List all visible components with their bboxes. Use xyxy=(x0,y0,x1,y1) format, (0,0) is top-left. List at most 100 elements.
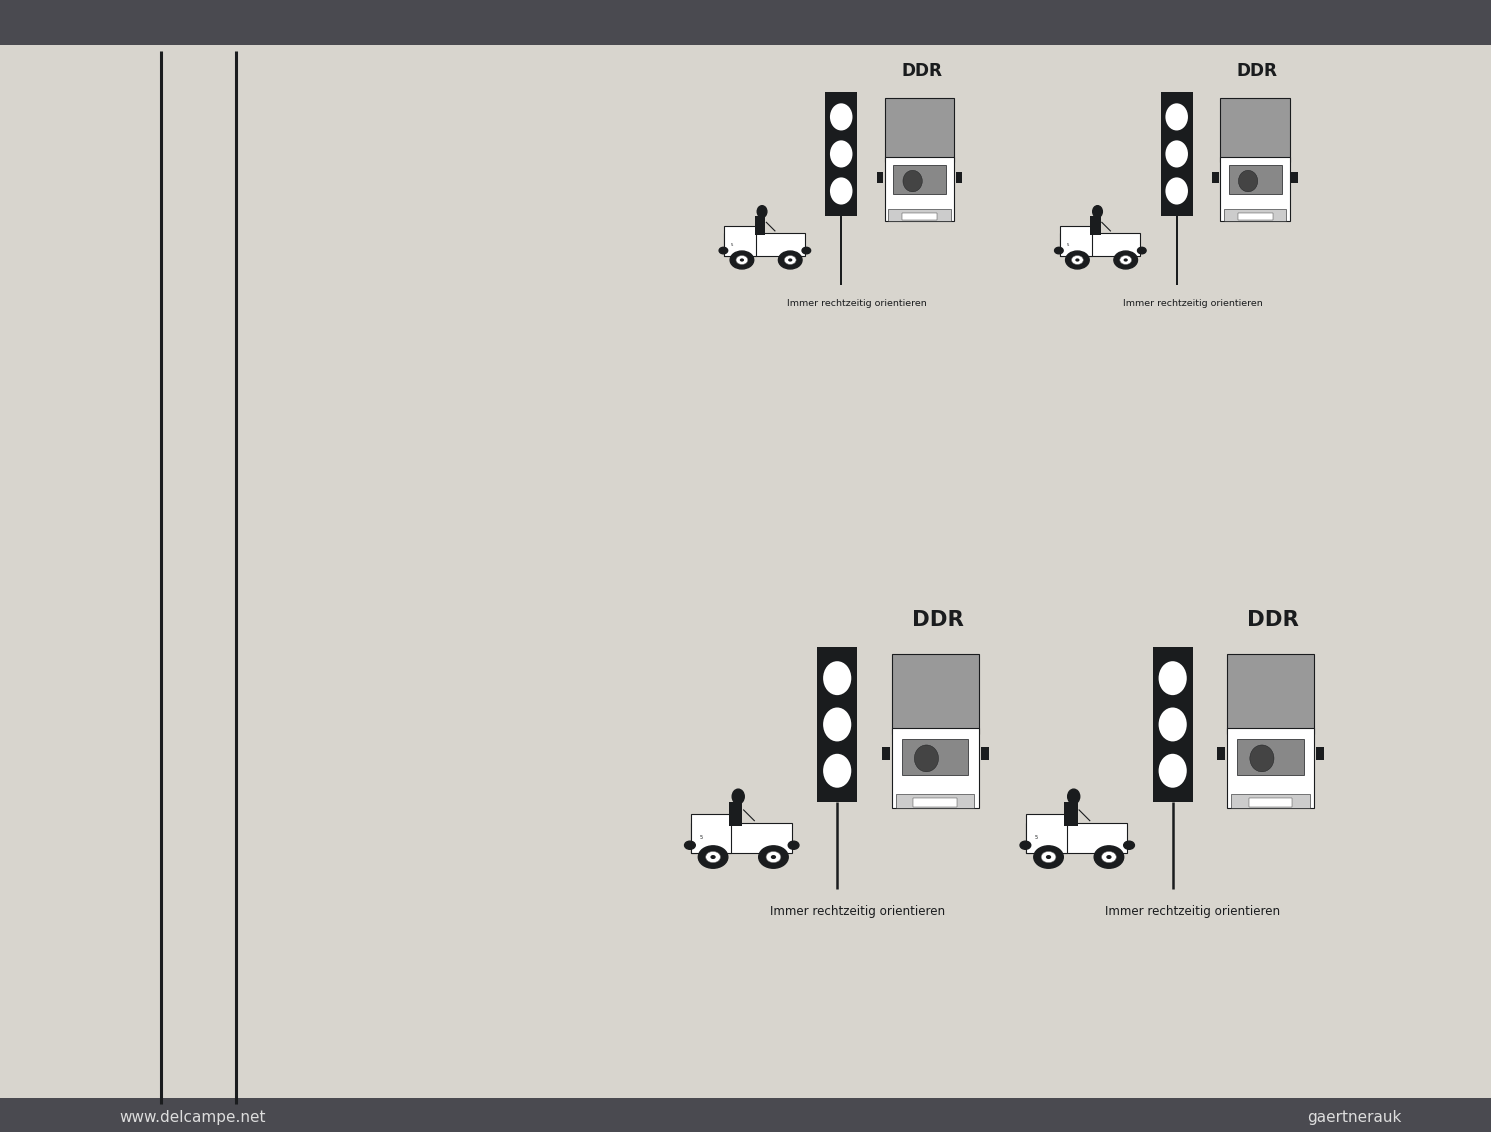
Bar xyxy=(1291,172,1297,182)
Circle shape xyxy=(789,841,799,849)
Bar xyxy=(1060,233,1141,257)
Circle shape xyxy=(1075,258,1079,261)
Bar xyxy=(902,738,968,774)
Bar xyxy=(729,801,743,826)
Ellipse shape xyxy=(830,103,853,130)
Bar xyxy=(892,654,978,735)
Circle shape xyxy=(771,855,777,859)
Circle shape xyxy=(1041,851,1056,863)
Circle shape xyxy=(778,251,802,269)
Bar xyxy=(817,648,857,801)
Bar xyxy=(881,747,890,761)
Bar xyxy=(956,172,962,182)
Ellipse shape xyxy=(823,754,851,788)
Bar xyxy=(1249,798,1293,807)
Text: DDR: DDR xyxy=(1236,62,1278,79)
Bar xyxy=(1227,654,1314,735)
Bar xyxy=(1026,823,1127,852)
Circle shape xyxy=(705,851,720,863)
Bar xyxy=(884,157,954,221)
Bar xyxy=(1220,157,1290,221)
Circle shape xyxy=(1054,247,1063,254)
Text: 5: 5 xyxy=(1066,242,1069,247)
Text: Immer rechtzeitig orientieren: Immer rechtzeitig orientieren xyxy=(1105,906,1281,918)
Bar xyxy=(1220,97,1290,162)
Circle shape xyxy=(1138,247,1147,254)
Ellipse shape xyxy=(904,170,923,191)
Circle shape xyxy=(1120,256,1132,265)
Circle shape xyxy=(759,846,789,868)
Bar xyxy=(896,794,975,808)
Bar xyxy=(889,209,951,221)
Circle shape xyxy=(784,256,796,265)
Circle shape xyxy=(1020,841,1030,849)
Ellipse shape xyxy=(732,789,744,804)
Text: DDR: DDR xyxy=(912,610,963,631)
Bar xyxy=(1232,794,1311,808)
Bar xyxy=(877,172,883,182)
Bar xyxy=(690,814,731,852)
Ellipse shape xyxy=(1166,140,1188,168)
Ellipse shape xyxy=(823,708,851,741)
Circle shape xyxy=(1045,855,1051,859)
Bar xyxy=(1153,648,1193,801)
Bar xyxy=(892,728,978,808)
Circle shape xyxy=(1033,846,1063,868)
Ellipse shape xyxy=(1239,170,1258,191)
Text: www.delcampe.net: www.delcampe.net xyxy=(119,1109,265,1125)
Ellipse shape xyxy=(1159,754,1187,788)
Bar xyxy=(1090,216,1100,235)
Bar xyxy=(0,1098,1491,1132)
Circle shape xyxy=(1066,251,1090,269)
Text: 5: 5 xyxy=(699,835,702,840)
Ellipse shape xyxy=(914,745,938,772)
Bar xyxy=(981,747,989,761)
Circle shape xyxy=(1106,855,1112,859)
Bar xyxy=(0,0,1491,45)
Text: DDR: DDR xyxy=(901,62,942,79)
Bar xyxy=(1238,213,1272,220)
Circle shape xyxy=(710,855,716,859)
Bar xyxy=(1217,747,1226,761)
Circle shape xyxy=(737,256,748,265)
Bar xyxy=(725,233,805,257)
Circle shape xyxy=(1072,256,1084,265)
Circle shape xyxy=(1124,258,1127,261)
Bar xyxy=(1229,165,1282,194)
Circle shape xyxy=(802,247,811,254)
Ellipse shape xyxy=(823,661,851,695)
Bar xyxy=(902,213,936,220)
Ellipse shape xyxy=(1093,206,1102,217)
Ellipse shape xyxy=(1159,708,1187,741)
Text: Immer rechtzeitig orientieren: Immer rechtzeitig orientieren xyxy=(1123,299,1263,308)
Circle shape xyxy=(698,846,728,868)
Bar xyxy=(884,97,954,162)
Ellipse shape xyxy=(1159,661,1187,695)
Bar xyxy=(1060,225,1091,257)
Circle shape xyxy=(719,247,728,254)
Text: 5: 5 xyxy=(731,242,734,247)
Ellipse shape xyxy=(1249,745,1273,772)
Text: Immer rechtzeitig orientieren: Immer rechtzeitig orientieren xyxy=(769,906,945,918)
Text: Immer rechtzeitig orientieren: Immer rechtzeitig orientieren xyxy=(787,299,927,308)
Ellipse shape xyxy=(1068,789,1079,804)
Bar xyxy=(725,225,756,257)
Bar xyxy=(1026,814,1066,852)
Ellipse shape xyxy=(757,206,766,217)
Bar xyxy=(1160,92,1193,216)
Bar xyxy=(1317,747,1324,761)
Circle shape xyxy=(684,841,695,849)
Ellipse shape xyxy=(1166,103,1188,130)
Bar xyxy=(1224,209,1287,221)
Bar xyxy=(1212,172,1218,182)
Circle shape xyxy=(1114,251,1138,269)
Circle shape xyxy=(766,851,781,863)
Ellipse shape xyxy=(830,178,853,205)
Circle shape xyxy=(731,251,754,269)
Circle shape xyxy=(789,258,792,261)
Circle shape xyxy=(1094,846,1124,868)
Ellipse shape xyxy=(1166,178,1188,205)
Bar xyxy=(690,823,792,852)
Circle shape xyxy=(740,258,744,261)
Text: 5: 5 xyxy=(1035,835,1038,840)
